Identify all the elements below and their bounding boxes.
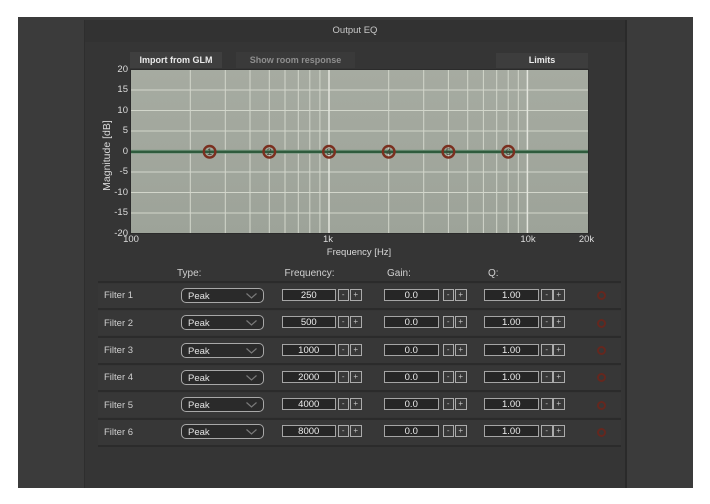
svg-text:1: 1 <box>207 147 212 157</box>
svg-text:4: 4 <box>386 147 391 157</box>
svg-text:6: 6 <box>506 147 511 157</box>
svg-text:3: 3 <box>326 147 331 157</box>
svg-text:5: 5 <box>446 147 451 157</box>
svg-text:2: 2 <box>267 147 272 157</box>
